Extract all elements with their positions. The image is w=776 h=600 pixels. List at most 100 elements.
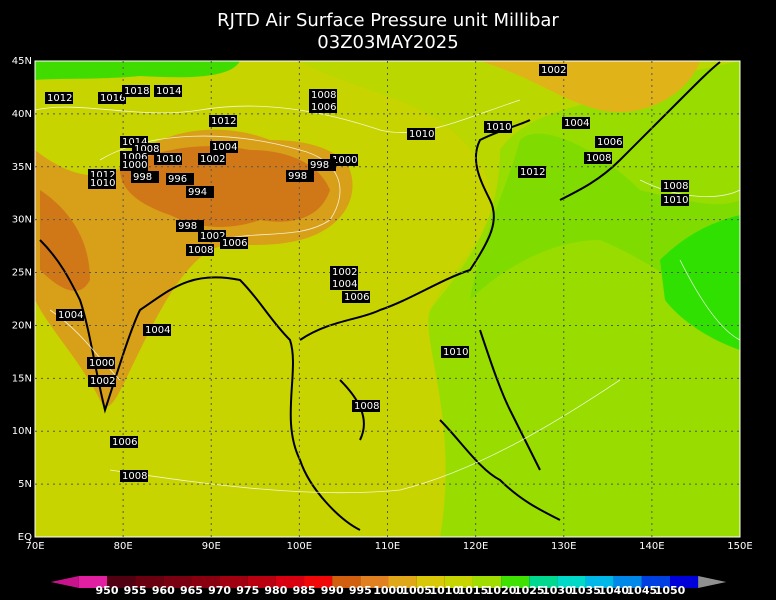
green-nw <box>35 61 240 80</box>
isobar-label: 1002 <box>90 376 115 387</box>
lat-label: 45N <box>12 56 32 67</box>
isobar-label: 996 <box>168 174 187 185</box>
colorbar-box <box>444 576 473 588</box>
isobar-label-box <box>209 115 237 127</box>
isobar-label-box <box>330 266 358 278</box>
isobar-label-box <box>342 291 370 303</box>
colorbar-box <box>416 576 445 588</box>
colorbar-box <box>247 576 276 588</box>
colorbar-box <box>501 576 530 588</box>
isobar-label: 1008 <box>188 245 213 256</box>
isobar-label-box <box>309 89 337 101</box>
isobar-label-box <box>143 324 171 336</box>
isobar-label-box <box>210 141 238 153</box>
colorbar-box <box>332 576 361 588</box>
isobar-label-box <box>661 194 689 206</box>
isobar-label: 998 <box>133 172 152 183</box>
colorbar-label: 1045 <box>627 584 658 597</box>
isobar-label: 1002 <box>541 65 566 76</box>
colorbar-label: 1040 <box>598 584 629 597</box>
isobar-label-box <box>176 220 204 232</box>
isobar-label: 1006 <box>597 137 622 148</box>
isobar-label: 1006 <box>112 437 137 448</box>
lat-label: 40N <box>12 109 32 120</box>
isobar-label-box <box>584 152 612 164</box>
high-blob <box>660 215 740 350</box>
isobar-label-box <box>186 186 214 198</box>
isobar-label-box <box>154 85 182 97</box>
colorbar-label: 1015 <box>458 584 489 597</box>
isobar-label: 998 <box>178 221 197 232</box>
isobar-label: 1012 <box>211 116 236 127</box>
isobar-label-box <box>198 230 226 242</box>
colorbar-label: 965 <box>180 584 203 597</box>
isobar-label-box <box>56 309 84 321</box>
colorbar-label: 970 <box>208 584 231 597</box>
isobar-label-box <box>562 117 590 129</box>
colorbar-label: 950 <box>96 584 119 597</box>
isobar-label-box <box>110 436 138 448</box>
isobar-label: 1000 <box>122 160 147 171</box>
lon-label: 90E <box>202 541 221 552</box>
isobar-label: 1006 <box>311 102 336 113</box>
isobar-label: 1010 <box>663 195 688 206</box>
colorbar-label: 995 <box>349 584 372 597</box>
isobar-label: 1014 <box>122 137 147 148</box>
lat-label: 25N <box>12 268 32 279</box>
colorbar-label: 1035 <box>570 584 601 597</box>
isobar-label-box <box>220 237 248 249</box>
isobar-label-box <box>98 92 126 104</box>
title: RJTD Air Surface Pressure unit Millibar <box>217 10 559 31</box>
colorbar-box <box>641 576 670 588</box>
colorbar-label: 960 <box>152 584 175 597</box>
low-tibet <box>120 146 330 227</box>
coastlines <box>39 61 721 531</box>
colorbar-label: 980 <box>264 584 287 597</box>
isobar-label: 1004 <box>212 142 237 153</box>
isobar-label-box <box>154 153 182 165</box>
colorbar-box <box>585 576 614 588</box>
isobar-label: 1008 <box>586 153 611 164</box>
isobar-label: 994 <box>188 187 207 198</box>
lon-label: 140E <box>639 541 664 552</box>
colorbar-label: 975 <box>236 584 259 597</box>
colorbar-box <box>529 576 558 588</box>
isobar-label-box <box>87 357 115 369</box>
isobar-label-box <box>45 92 73 104</box>
isobar-label: 1008 <box>311 90 336 101</box>
low-ne <box>480 61 700 112</box>
isobar-label: 1006 <box>222 238 247 249</box>
lon-label: 120E <box>463 541 488 552</box>
isobar-label-box <box>198 153 226 165</box>
isobar-label-box <box>286 170 314 182</box>
lon-label: 150E <box>727 541 752 552</box>
lon-label: 80E <box>114 541 133 552</box>
isobar-label: 1018 <box>124 86 149 97</box>
isobar-label-box <box>330 278 358 290</box>
isobar-label-box <box>186 244 214 256</box>
colorbar-box <box>219 576 248 588</box>
isobar-label-box <box>122 85 150 97</box>
colorbar-label: 1020 <box>486 584 517 597</box>
isobar-label: 1006 <box>122 152 147 163</box>
isobar-label-box <box>441 346 469 358</box>
isobar-label: 998 <box>310 160 329 171</box>
lat-label: 10N <box>12 426 32 437</box>
map-field <box>35 61 740 537</box>
isobar-label: 1016 <box>100 93 125 104</box>
isobar-label: 1012 <box>520 167 545 178</box>
isobar-label: 1004 <box>564 118 589 129</box>
isobar-label: 1010 <box>409 129 434 140</box>
colorbar-box <box>304 576 333 588</box>
colorbar-label: 1030 <box>542 584 573 597</box>
colorbar-box <box>191 576 220 588</box>
isobar-label-box <box>166 173 194 185</box>
lat-label: 15N <box>12 373 32 384</box>
colorbar-box <box>78 576 107 588</box>
colorbar-arrow-left <box>50 576 79 588</box>
isobar-label-box <box>120 159 148 171</box>
isobar-label: 1008 <box>354 401 379 412</box>
colorbar-box <box>275 576 305 588</box>
